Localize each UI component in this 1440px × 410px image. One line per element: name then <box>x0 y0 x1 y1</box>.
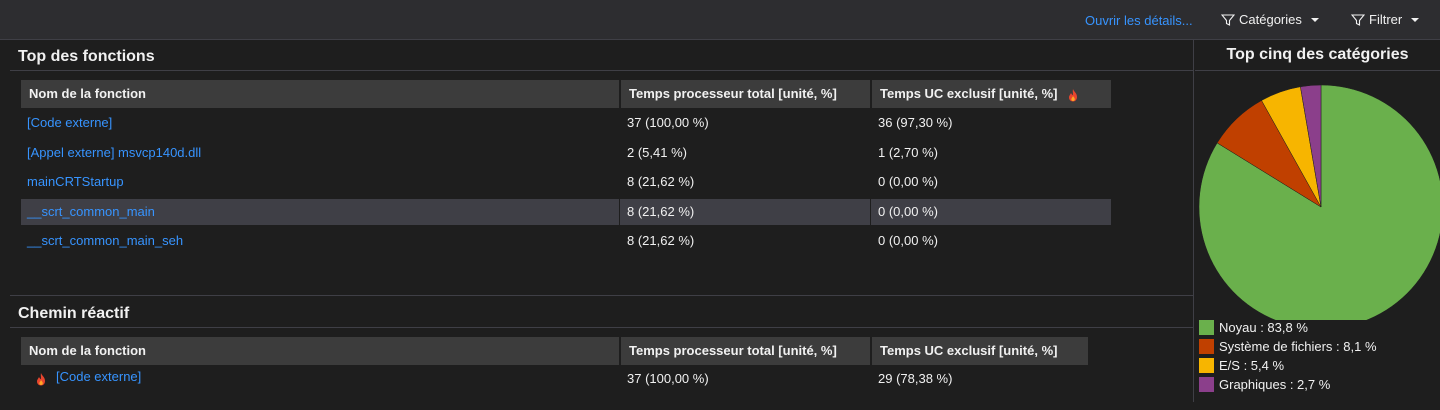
function-name-link[interactable]: [Code externe] <box>56 369 142 384</box>
total-cpu-cell: 8 (21,62 %) <box>627 204 695 219</box>
pie-legend: Noyau : 83,8 % Système de fichiers : 8,1… <box>1199 318 1377 394</box>
exclusive-cpu-cell: 0 (0,00 %) <box>878 233 938 248</box>
filter-label: Filtrer <box>1369 12 1403 27</box>
total-cpu-cell: 8 (21,62 %) <box>627 174 695 189</box>
column-header-total-cpu[interactable]: Temps processeur total [unité, %] <box>621 80 870 108</box>
table-row[interactable]: [Code externe] 37 (100,00 %) 29 (78,38 %… <box>21 366 1111 392</box>
legend-label: E/S : 5,4 % <box>1219 358 1285 373</box>
table-row[interactable]: [Code externe] 37 (100,00 %) 36 (97,30 %… <box>21 110 1111 136</box>
legend-swatch <box>1199 339 1214 354</box>
total-cpu-cell: 8 (21,62 %) <box>627 233 695 248</box>
pie-slice-noyau[interactable] <box>1198 84 1440 320</box>
table-row[interactable]: [Appel externe] msvcp140d.dll 2 (5,41 %)… <box>21 140 1111 166</box>
chevron-down-icon <box>1310 17 1319 22</box>
hot-path-title: Chemin réactif <box>18 305 130 322</box>
categories-pie-chart <box>1198 84 1440 320</box>
column-header-function-name[interactable]: Nom de la fonction <box>21 337 619 365</box>
categories-panel: Top cinq des catégories Noyau : 83,8 % S… <box>1195 40 1440 402</box>
table-row[interactable]: mainCRTStartup 8 (21,62 %) 0 (0,00 %) <box>21 169 1111 195</box>
exclusive-cpu-cell: 1 (2,70 %) <box>878 145 938 160</box>
column-header-exclusive-cpu-label: Temps UC exclusif [unité, %] <box>880 86 1058 101</box>
function-name-link[interactable]: mainCRTStartup <box>27 174 124 189</box>
open-details-link[interactable]: Ouvrir les détails... <box>1085 13 1193 28</box>
total-cpu-cell: 37 (100,00 %) <box>627 115 709 130</box>
table-row[interactable]: __scrt_common_main_seh 8 (21,62 %) 0 (0,… <box>21 228 1111 254</box>
flame-icon <box>37 373 45 386</box>
total-cpu-cell: 2 (5,41 %) <box>627 145 687 160</box>
function-name-link[interactable]: __scrt_common_main <box>27 204 155 219</box>
functions-panel: Top des fonctions Nom de la fonction Tem… <box>10 40 1194 402</box>
legend-item: E/S : 5,4 % <box>1199 356 1377 375</box>
categories-dropdown[interactable]: Catégories <box>1221 12 1320 27</box>
column-header-exclusive-cpu[interactable]: Temps UC exclusif [unité, %] <box>872 80 1111 108</box>
filter-icon <box>1351 13 1365 26</box>
legend-item: Système de fichiers : 8,1 % <box>1199 337 1377 356</box>
legend-swatch <box>1199 358 1214 373</box>
function-name-link[interactable]: __scrt_common_main_seh <box>27 233 184 248</box>
exclusive-cpu-cell: 36 (97,30 %) <box>878 115 953 130</box>
legend-label: Graphiques : 2,7 % <box>1219 377 1331 392</box>
exclusive-cpu-cell: 0 (0,00 %) <box>878 204 938 219</box>
flame-icon <box>1069 88 1078 102</box>
column-header-total-cpu[interactable]: Temps processeur total [unité, %] <box>621 337 870 365</box>
categories-label: Catégories <box>1239 12 1302 27</box>
legend-swatch <box>1199 377 1214 392</box>
column-header-exclusive-cpu[interactable]: Temps UC exclusif [unité, %] <box>872 337 1088 365</box>
categories-title: Top cinq des catégories <box>1226 46 1409 63</box>
table-row-selected[interactable]: __scrt_common_main 8 (21,62 %) 0 (0,00 %… <box>21 199 1111 225</box>
legend-item: Graphiques : 2,7 % <box>1199 375 1377 394</box>
top-functions-title: Top des fonctions <box>18 48 155 65</box>
legend-label: Système de fichiers : 8,1 % <box>1219 339 1377 354</box>
legend-item: Noyau : 83,8 % <box>1199 318 1377 337</box>
legend-label: Noyau : 83,8 % <box>1219 320 1308 335</box>
pie-slice-graphiques[interactable] <box>1300 84 1322 208</box>
legend-swatch <box>1199 320 1214 335</box>
total-cpu-cell: 37 (100,00 %) <box>627 371 709 386</box>
exclusive-cpu-cell: 0 (0,00 %) <box>878 174 938 189</box>
function-name-link[interactable]: [Code externe] <box>27 115 113 130</box>
exclusive-cpu-cell: 29 (78,38 %) <box>878 371 953 386</box>
column-header-function-name[interactable]: Nom de la fonction <box>21 80 619 108</box>
function-name-link[interactable]: [Appel externe] msvcp140d.dll <box>27 145 202 160</box>
toolbar: Ouvrir les détails... Catégories Filtrer <box>0 0 1440 40</box>
filter-dropdown[interactable]: Filtrer <box>1351 12 1420 27</box>
chevron-down-icon <box>1411 17 1420 22</box>
filter-icon <box>1221 13 1235 26</box>
